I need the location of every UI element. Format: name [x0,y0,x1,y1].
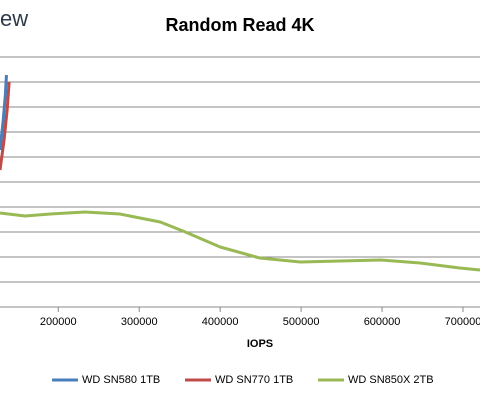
legend-label: WD SN580 1TB [82,374,160,386]
legend-label: WD SN850X 2TB [348,374,434,386]
line [0,74,8,151]
legend-label: WD SN770 1TB [215,374,293,386]
watermark: ew [0,6,28,31]
x-tick-label: 600000 [364,316,401,328]
x-tick-label: 700000 [445,316,480,328]
line [0,81,11,171]
x-tick-label: 500000 [283,316,320,328]
x-axis-title: IOPS [247,338,273,350]
x-tick-label: 400000 [202,316,239,328]
chart-title: Random Read 4K [165,15,314,35]
x-tick-label: 200000 [40,316,77,328]
x-tick-label: 300000 [121,316,158,328]
line [0,210,480,272]
